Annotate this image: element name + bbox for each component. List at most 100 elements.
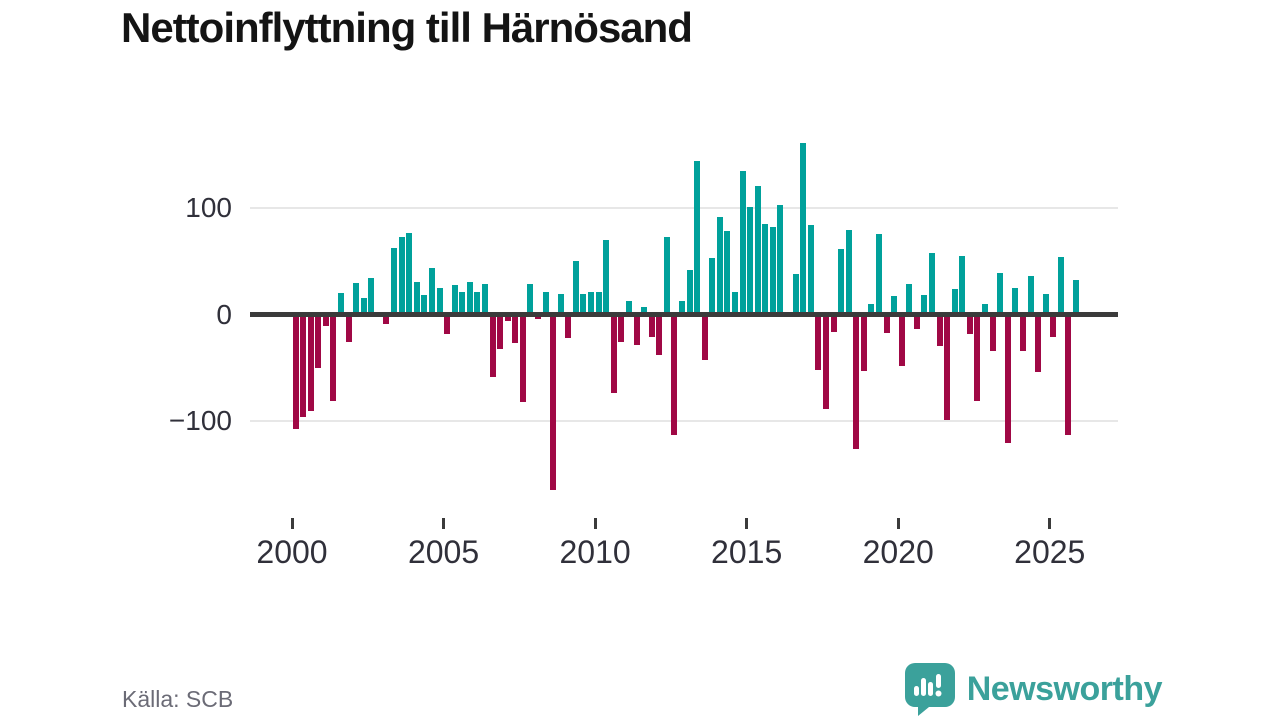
bar	[800, 142, 807, 315]
x-tick	[745, 518, 749, 529]
bar	[913, 314, 920, 330]
bar	[383, 314, 390, 325]
bar	[466, 281, 473, 315]
bar	[648, 314, 655, 337]
x-axis-label: 2010	[559, 534, 631, 570]
bar	[1057, 257, 1064, 315]
bar	[1035, 314, 1041, 372]
bar	[444, 314, 450, 334]
bar	[686, 269, 693, 315]
bar	[845, 229, 852, 315]
bar	[527, 283, 534, 315]
bar	[701, 314, 708, 361]
bar	[853, 314, 860, 450]
bar	[603, 240, 610, 315]
bar	[982, 303, 988, 315]
bar	[633, 314, 640, 346]
x-tick	[896, 518, 900, 529]
y-gridline	[250, 207, 1118, 210]
bar	[307, 314, 314, 412]
bar	[595, 292, 602, 315]
bar	[966, 314, 973, 334]
bar	[860, 314, 867, 371]
bar	[292, 314, 299, 430]
bar	[610, 314, 617, 394]
bar	[944, 314, 951, 420]
bar	[815, 314, 822, 370]
bar	[625, 300, 632, 315]
bar	[936, 314, 943, 347]
bar	[777, 205, 784, 315]
bar	[353, 282, 360, 315]
bar	[732, 292, 738, 315]
bar	[656, 314, 663, 355]
bar	[459, 292, 466, 315]
bar	[428, 267, 435, 315]
x-tick	[442, 518, 446, 529]
x-axis-label: 2025	[1014, 534, 1086, 570]
bar	[565, 314, 572, 338]
bar	[989, 314, 996, 351]
y-axis-label: −100	[168, 404, 232, 436]
bar	[1065, 314, 1072, 435]
bar	[398, 237, 405, 315]
bar	[739, 171, 746, 315]
bar	[1027, 276, 1034, 315]
bar	[406, 232, 413, 315]
x-axis-label: 2015	[711, 534, 783, 570]
bar	[1004, 314, 1011, 443]
bar	[368, 278, 375, 315]
bar	[838, 248, 844, 315]
bar	[481, 283, 488, 315]
bar	[898, 314, 905, 366]
bar	[1050, 314, 1057, 337]
brand-footer: Newsworthy	[904, 663, 1163, 716]
bar	[747, 207, 754, 315]
x-axis-label: 2005	[407, 534, 480, 570]
bar	[997, 273, 1004, 315]
x-axis-label: 2020	[862, 534, 934, 570]
bar	[557, 294, 564, 315]
bar	[550, 314, 557, 490]
bar	[497, 314, 504, 349]
bar	[618, 314, 625, 343]
bar	[716, 216, 723, 315]
bar	[360, 297, 367, 315]
bar	[572, 261, 579, 315]
bar	[641, 307, 647, 315]
bar	[792, 274, 799, 315]
bar	[345, 314, 352, 343]
bar	[504, 314, 511, 321]
bar	[906, 283, 913, 315]
source-note: Källa: SCB	[122, 686, 234, 712]
bar	[951, 289, 958, 315]
bar	[512, 314, 519, 344]
bar	[959, 256, 966, 315]
bar	[330, 314, 337, 401]
bar	[421, 295, 428, 315]
bar	[1042, 294, 1049, 315]
x-tick	[1048, 518, 1052, 529]
bar	[391, 247, 397, 315]
bar	[588, 292, 594, 315]
bar	[678, 300, 685, 315]
bar	[580, 294, 587, 315]
bar	[474, 292, 481, 315]
bar	[1019, 314, 1026, 351]
bar	[663, 237, 670, 315]
bar	[671, 314, 678, 435]
bar	[451, 284, 458, 315]
bar	[1072, 279, 1079, 315]
bar	[436, 287, 443, 315]
bar	[822, 314, 829, 409]
bar	[762, 224, 769, 315]
bar	[694, 160, 701, 315]
bar	[875, 233, 882, 315]
bar	[413, 281, 420, 315]
bar	[300, 314, 307, 417]
zero-axis-line	[250, 312, 1118, 317]
chart-title: Nettoinflyttning till Härnösand	[121, 4, 693, 51]
bar	[868, 303, 875, 315]
y-gridline	[250, 419, 1118, 422]
